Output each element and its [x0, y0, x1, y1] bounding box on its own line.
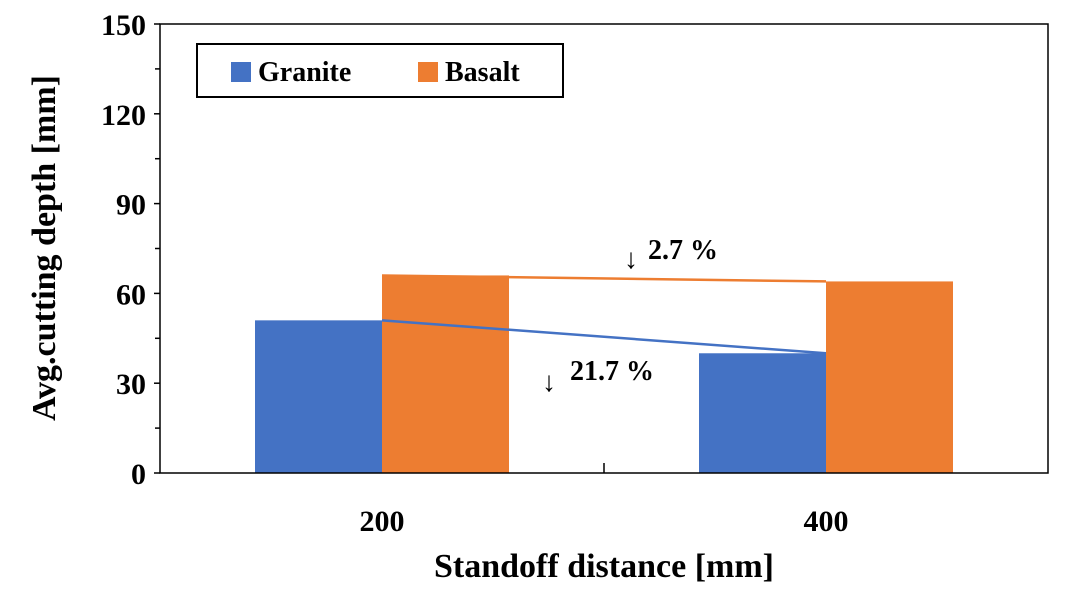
x-tick-label: 200: [360, 505, 405, 538]
x-tick-label: 400: [804, 505, 849, 538]
bar-basalt-200: [382, 275, 509, 473]
ticks-group: 0 30 60 90 120 150 200 400: [101, 9, 849, 538]
bar-granite-200: [255, 320, 382, 473]
x-axis-title: Standoff distance [mm]: [434, 548, 774, 585]
legend-swatch-granite: [231, 62, 251, 82]
annotation-arrow-granite: ↓: [542, 367, 556, 398]
legend-label-granite: Granite: [258, 57, 351, 88]
annotations-group: ↓ 2.7 % ↓ 21.7 %: [542, 235, 718, 398]
bar-granite-400: [699, 353, 826, 473]
bars-group: [255, 275, 953, 473]
annotation-arrow-basalt: ↓: [624, 244, 638, 275]
legend-box: [196, 43, 564, 98]
trend-line-granite: [381, 319, 827, 355]
annotation-label-basalt: 2.7 %: [648, 235, 718, 266]
y-axis-title: Avg.cutting depth [mm]: [26, 75, 63, 421]
y-tick-label: 120: [101, 99, 146, 132]
trend-line-basalt: [381, 274, 827, 283]
y-tick-label: 0: [131, 458, 146, 491]
trend-lines-group: [381, 274, 827, 355]
y-tick-label: 30: [116, 368, 146, 401]
legend-swatch-basalt: [418, 62, 438, 82]
annotation-label-granite: 21.7 %: [570, 356, 654, 387]
y-tick-label: 90: [116, 189, 146, 222]
y-tick-label: 150: [101, 9, 146, 42]
legend-label-basalt: Basalt: [445, 57, 520, 88]
y-tick-label: 60: [116, 278, 146, 311]
bar-basalt-400: [826, 281, 953, 473]
legend: Granite Basalt: [196, 43, 564, 98]
